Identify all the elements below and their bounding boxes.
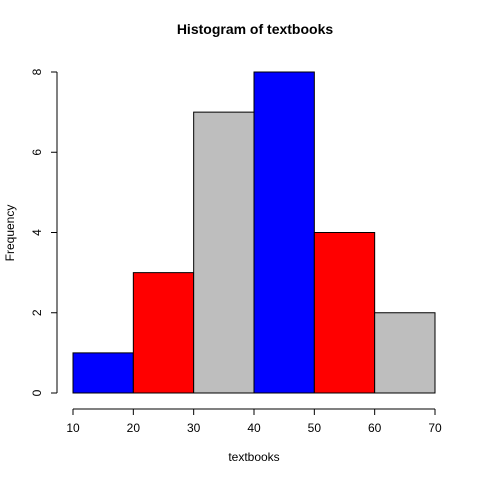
y-axis-label: Frequency bbox=[3, 205, 17, 262]
x-tick-label: 60 bbox=[368, 421, 382, 435]
y-tick-label: 0 bbox=[30, 389, 44, 396]
histogram-bar-6 bbox=[374, 312, 436, 394]
histogram-bar-3 bbox=[193, 111, 255, 394]
x-tick-label: 70 bbox=[428, 421, 442, 435]
x-axis-label: textbooks bbox=[228, 450, 279, 464]
histogram-bar-5 bbox=[313, 232, 376, 394]
histogram-bar-4 bbox=[253, 71, 315, 394]
histogram-bar-1 bbox=[72, 352, 134, 394]
x-tick-label: 20 bbox=[127, 421, 141, 435]
y-tick-label: 2 bbox=[30, 309, 44, 316]
x-tick-label: 40 bbox=[247, 421, 261, 435]
x-axis: 10 20 30 40 50 60 70 bbox=[66, 408, 442, 435]
x-tick-label: 50 bbox=[308, 421, 322, 435]
bars-group bbox=[72, 71, 436, 394]
histogram-bar-2 bbox=[132, 272, 195, 394]
x-tick-label: 30 bbox=[187, 421, 201, 435]
y-tick-label: 8 bbox=[30, 68, 44, 75]
y-tick-label: 6 bbox=[30, 149, 44, 156]
x-tick-label: 10 bbox=[66, 421, 80, 435]
y-axis: 0 2 4 6 8 bbox=[30, 68, 58, 396]
chart-title: Histogram of textbooks bbox=[177, 21, 334, 37]
y-tick-label: 4 bbox=[30, 229, 44, 236]
